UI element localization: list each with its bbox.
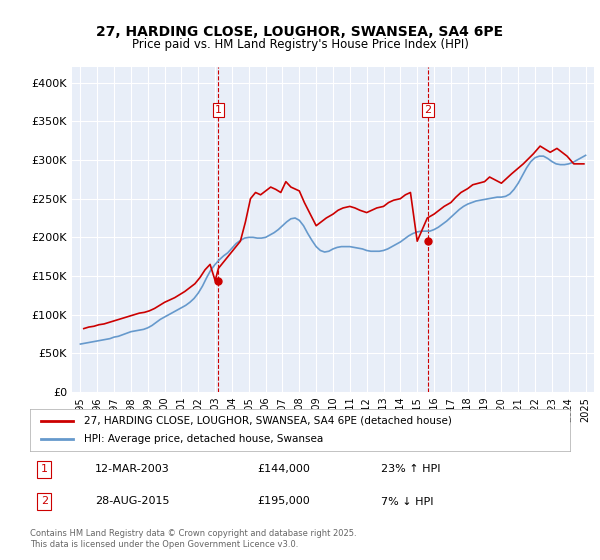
Text: 28-AUG-2015: 28-AUG-2015: [95, 497, 169, 506]
Text: 27, HARDING CLOSE, LOUGHOR, SWANSEA, SA4 6PE (detached house): 27, HARDING CLOSE, LOUGHOR, SWANSEA, SA4…: [84, 416, 452, 426]
Text: Price paid vs. HM Land Registry's House Price Index (HPI): Price paid vs. HM Land Registry's House …: [131, 38, 469, 50]
Text: £195,000: £195,000: [257, 497, 310, 506]
Text: 27, HARDING CLOSE, LOUGHOR, SWANSEA, SA4 6PE: 27, HARDING CLOSE, LOUGHOR, SWANSEA, SA4…: [97, 25, 503, 39]
Text: £144,000: £144,000: [257, 464, 310, 474]
Text: 7% ↓ HPI: 7% ↓ HPI: [381, 497, 433, 506]
Text: 1: 1: [215, 105, 222, 115]
Text: HPI: Average price, detached house, Swansea: HPI: Average price, detached house, Swan…: [84, 434, 323, 444]
Text: 2: 2: [41, 497, 48, 506]
Text: 23% ↑ HPI: 23% ↑ HPI: [381, 464, 440, 474]
Text: 1: 1: [41, 464, 48, 474]
Text: 2: 2: [425, 105, 432, 115]
Text: Contains HM Land Registry data © Crown copyright and database right 2025.
This d: Contains HM Land Registry data © Crown c…: [30, 529, 356, 549]
Text: 12-MAR-2003: 12-MAR-2003: [95, 464, 170, 474]
